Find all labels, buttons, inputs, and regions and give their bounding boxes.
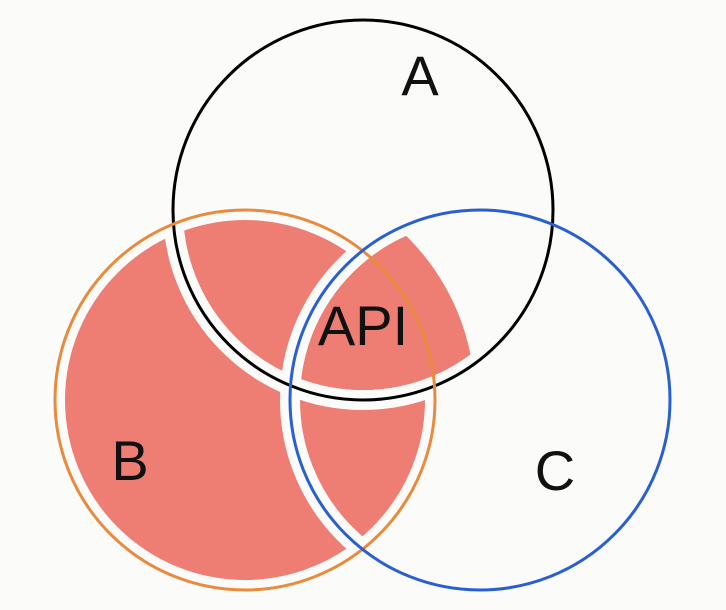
- label-a: A: [401, 44, 439, 107]
- label-b: B: [111, 429, 148, 492]
- label-center: API: [318, 294, 408, 357]
- label-c: C: [535, 439, 575, 502]
- venn-diagram: A B C API: [0, 0, 726, 610]
